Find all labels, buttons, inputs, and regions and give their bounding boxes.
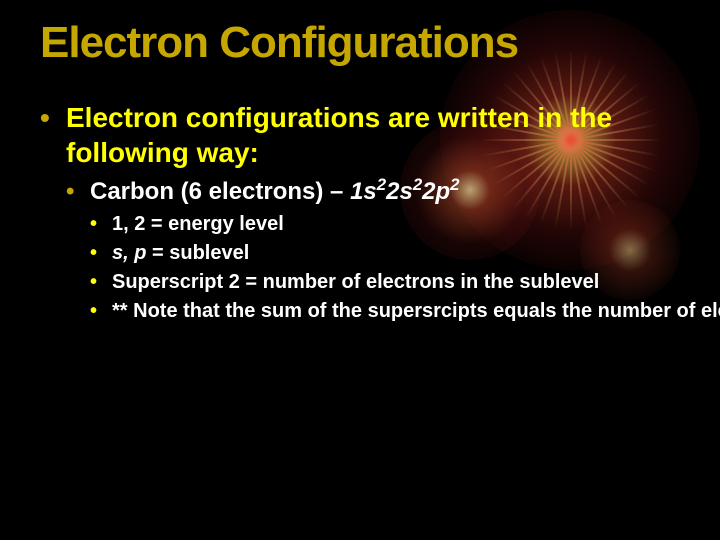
list-item: 1, 2 = energy level <box>90 211 690 238</box>
bullet-list-level3: 1, 2 = energy levels, p = sublevelSupers… <box>90 211 690 325</box>
level2-prefix: Carbon (6 electrons) – <box>90 178 350 205</box>
list-item: Carbon (6 electrons) – 1s22s22p2 1, 2 = … <box>66 176 690 325</box>
level1-text: Electron configurations are written in t… <box>66 102 612 168</box>
slide-content: Electron Configurations Electron configu… <box>0 0 720 347</box>
bullet-list-level2: Carbon (6 electrons) – 1s22s22p2 1, 2 = … <box>66 176 690 325</box>
list-item: Electron configurations are written in t… <box>40 100 690 325</box>
electron-configuration: 1s22s22p2 <box>350 178 459 205</box>
bullet-list-level1: Electron configurations are written in t… <box>40 100 690 325</box>
slide-title: Electron Configurations <box>40 20 690 66</box>
list-item: Superscript 2 = number of electrons in t… <box>90 269 690 296</box>
list-item: ** Note that the sum of the supersrcipts… <box>90 298 690 325</box>
list-item: s, p = sublevel <box>90 240 690 267</box>
